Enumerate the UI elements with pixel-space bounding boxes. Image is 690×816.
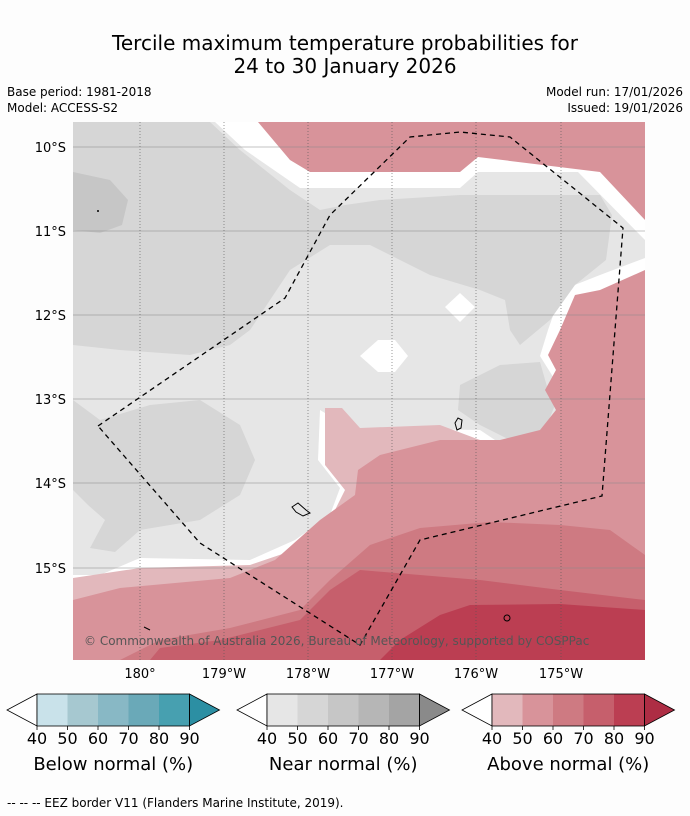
near-normal-50-region-north: [73, 122, 612, 355]
lat-label: 10°S: [35, 141, 66, 156]
colorbar-tick-label: 50: [287, 729, 307, 748]
colorbar-segment: [389, 694, 420, 726]
colorbar-segment: [358, 694, 389, 726]
lat-label: 15°S: [35, 562, 66, 577]
colorbar-tick-label: 90: [409, 729, 429, 748]
colorbar-segment: [297, 694, 328, 726]
near-normal-60-island-patch: [73, 172, 128, 233]
island-outline-4: [143, 626, 151, 631]
colorbar-frame: [266, 693, 420, 727]
near-normal-50-region-west: [73, 400, 255, 552]
lat-label: 13°S: [35, 393, 66, 408]
above-normal-80-region: [380, 604, 645, 660]
colorbar-title: Below normal (%): [33, 754, 193, 775]
latitude-labels: 10°S 11°S 12°S 13°S 14°S 15°S: [35, 141, 66, 577]
colorbar-tick-label: 40: [482, 729, 502, 748]
colorbar-segment: [159, 694, 190, 726]
colorbar-segment: [98, 694, 129, 726]
colorbar-left-extend: [6, 693, 38, 727]
colorbar-tick-label: 70: [348, 729, 368, 748]
island-outline-3: [503, 614, 511, 622]
colorbar-right-extend: [644, 693, 676, 727]
model-name: Model: ACCESS-S2: [7, 101, 119, 115]
colorbar-frame: [36, 693, 190, 727]
model-run: Model run: 17/01/2026: [545, 85, 683, 99]
colorbar-tick-label: 80: [149, 729, 169, 748]
colorbar-segment: [37, 694, 68, 726]
colorbar-segment: [614, 694, 645, 726]
colorbar-tick-label: 70: [118, 729, 138, 748]
base-period: Base period: 1981-2018: [7, 85, 152, 99]
colorbar-left-extend: [236, 693, 268, 727]
colorbar-left-extend: [461, 693, 493, 727]
chart-title: Tercile maximum temperature probabilitie…: [0, 32, 690, 78]
lon-label: 179°W: [202, 667, 246, 682]
lat-label: 12°S: [35, 309, 66, 324]
colorbar: 40 50 60 70 80 90 Above normal (%): [461, 693, 676, 775]
meta-left: Base period: 1981-2018 Model: ACCESS-S2: [7, 84, 152, 116]
colorbar-tick-label: 90: [179, 729, 199, 748]
island-outline-1: [454, 417, 463, 431]
colorbar-segment: [522, 694, 553, 726]
colorbar-frame: [491, 693, 645, 727]
colorbar-title: Near normal (%): [269, 754, 418, 775]
lon-label: 175°W: [539, 667, 583, 682]
colorbar-segment: [128, 694, 159, 726]
lon-label: 176°W: [454, 667, 498, 682]
white-gap-2: [360, 340, 408, 372]
copyright-text: © Commonwealth of Australia 2026, Bureau…: [84, 634, 589, 648]
colorbar-right-extend: [189, 693, 221, 727]
meta-right: Model run: 17/01/2026 Issued: 19/01/2026: [546, 84, 683, 116]
colorbar-tick-label: 90: [634, 729, 654, 748]
colorbar-title: Above normal (%): [487, 754, 649, 775]
lon-label: 177°W: [370, 667, 414, 682]
colorbar-tick-label: 70: [573, 729, 593, 748]
above-normal-50-north: [258, 122, 645, 220]
near-normal-50-region-east: [458, 362, 555, 440]
lat-label: 11°S: [35, 225, 66, 240]
lon-label: 180°: [124, 667, 155, 682]
island-dot: [97, 210, 99, 212]
colorbar-segment: [583, 694, 614, 726]
map-plot-area: © Commonwealth of Australia 2026, Bureau…: [73, 122, 645, 660]
colorbar-tick-label: 80: [604, 729, 624, 748]
lon-label: 178°W: [286, 667, 330, 682]
issued-date: Issued: 19/01/2026: [567, 101, 683, 115]
island-outline-2: [291, 502, 311, 517]
colorbar-segment: [67, 694, 98, 726]
colorbar-tick-label: 50: [57, 729, 77, 748]
eez-border: [97, 131, 624, 646]
colorbar-segment: [492, 694, 523, 726]
gridlines: [73, 122, 645, 660]
colorbar-tick-label: 40: [257, 729, 277, 748]
lat-label: 14°S: [35, 477, 66, 492]
colorbar: 40 50 60 70 80 90 Near normal (%): [236, 693, 451, 775]
colorbar-right-extend: [419, 693, 451, 727]
colorbar-tick-label: 40: [27, 729, 47, 748]
colorbar-tick-label: 80: [379, 729, 399, 748]
eez-footnote: -- -- -- EEZ border V11 (Flanders Marine…: [7, 796, 344, 810]
colorbar-tick-label: 60: [318, 729, 338, 748]
colorbar: 40 50 60 70 80 90 Below normal (%): [6, 693, 221, 775]
colorbar-segment: [267, 694, 298, 726]
colorbar-segment: [328, 694, 359, 726]
title-line-2: 24 to 30 January 2026: [233, 54, 457, 78]
longitude-labels: 180° 179°W 178°W 177°W 176°W 175°W: [124, 667, 583, 682]
colorbar-tick-label: 50: [512, 729, 532, 748]
colorbar-segment: [553, 694, 584, 726]
title-line-1: Tercile maximum temperature probabilitie…: [112, 31, 578, 55]
white-gap-1: [445, 293, 475, 322]
colorbar-tick-label: 60: [543, 729, 563, 748]
colorbars: 40 50 60 70 80 90 Below normal (%) 40 50 60 70 80 90…: [6, 693, 676, 775]
colorbar-tick-label: 60: [88, 729, 108, 748]
